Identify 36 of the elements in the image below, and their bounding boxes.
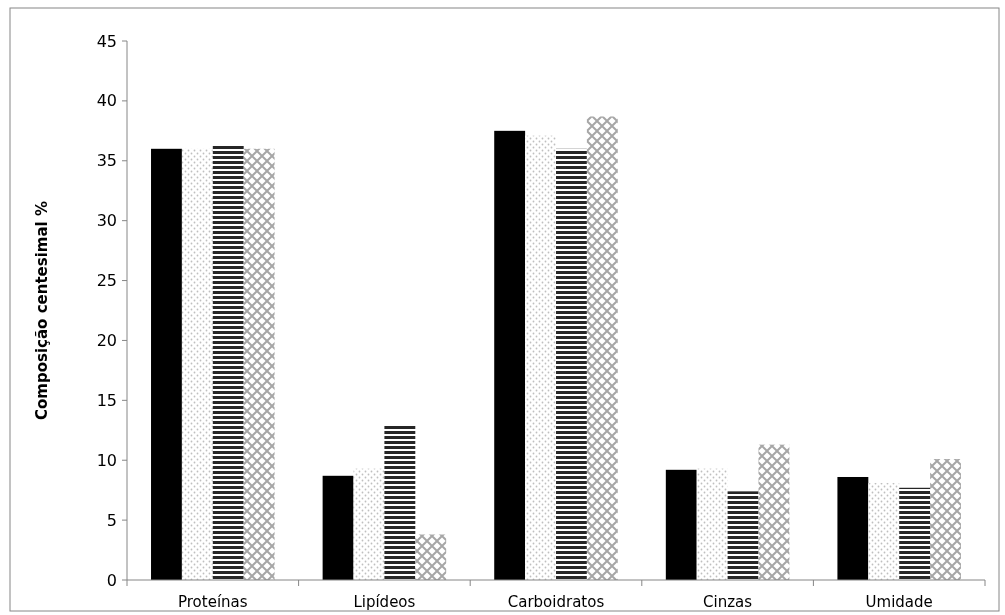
bar xyxy=(181,148,213,580)
bar xyxy=(868,482,900,580)
bar xyxy=(353,468,385,580)
bar xyxy=(494,130,526,580)
bar xyxy=(322,475,354,580)
x-tick-label: Lipídeos xyxy=(353,593,416,611)
y-tick-label: 25 xyxy=(96,271,117,291)
y-tick-label: 15 xyxy=(96,390,117,410)
bar xyxy=(556,148,587,580)
y-tick-label: 40 xyxy=(96,91,117,111)
bar xyxy=(384,425,416,580)
bar xyxy=(415,534,447,580)
bar xyxy=(586,116,618,580)
bar xyxy=(525,135,556,580)
x-tick-label: Cinzas xyxy=(703,593,753,611)
y-tick-label: 10 xyxy=(96,450,117,470)
bar xyxy=(212,145,244,580)
y-tick-label: 5 xyxy=(106,510,117,530)
bar xyxy=(899,487,931,580)
bar xyxy=(665,469,697,580)
bar xyxy=(151,148,182,580)
x-tick-label: Proteínas xyxy=(178,593,248,611)
y-tick-label: 35 xyxy=(96,151,117,171)
y-tick-label: 45 xyxy=(96,31,117,51)
bar xyxy=(696,468,728,580)
y-tick-label: 30 xyxy=(96,211,117,231)
bar xyxy=(837,476,869,580)
bar xyxy=(243,148,275,580)
y-tick-label: 20 xyxy=(96,331,117,351)
x-tick-label: Carboidratos xyxy=(507,593,605,611)
bar xyxy=(930,459,961,580)
bar xyxy=(727,491,759,580)
x-tick-label: Umidade xyxy=(865,593,933,611)
y-axis-title: Composição centesimal % xyxy=(33,201,51,420)
bar xyxy=(758,444,790,580)
y-tick-label: 0 xyxy=(106,570,117,590)
